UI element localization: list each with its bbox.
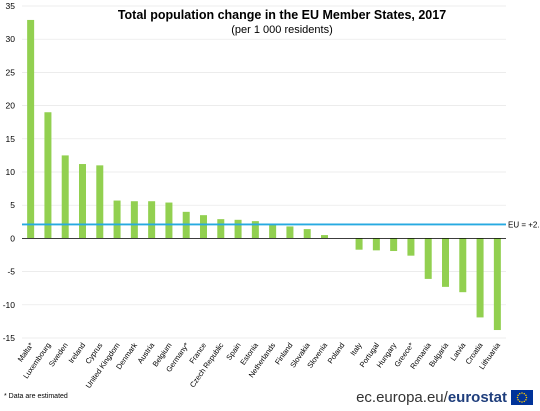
bar (321, 235, 328, 239)
chart-title: Total population change in the EU Member… (118, 8, 446, 22)
eu-flag-icon (511, 390, 533, 405)
bar (96, 165, 104, 239)
brand-text: ec.europa.eu/eurostat (356, 389, 507, 406)
bar (113, 200, 121, 239)
flag-star (525, 399, 527, 401)
y-tick-label: -15 (3, 333, 16, 343)
y-tick-label: 35 (6, 1, 16, 11)
bar (424, 238, 432, 279)
bar (459, 238, 467, 293)
y-tick-label: 25 (6, 67, 16, 77)
bar (148, 201, 156, 239)
flag-star (525, 394, 527, 396)
y-tick-label: 30 (6, 34, 16, 44)
brand-name: eurostat (448, 389, 507, 406)
bar (165, 202, 173, 239)
y-tick-label: 10 (6, 167, 16, 177)
flag-star (519, 392, 521, 395)
y-axis: 35 30 25 20 15 10 5 0 -5 -10 -15 (3, 1, 16, 343)
bar (442, 238, 449, 287)
bar (407, 238, 415, 256)
bar (61, 155, 69, 239)
y-tick-label: -10 (3, 300, 16, 310)
bar (355, 238, 363, 250)
y-tick-label: 20 (6, 101, 16, 111)
flag-star (516, 396, 519, 399)
bars (27, 19, 501, 331)
flag-star (517, 399, 519, 401)
flag-star (523, 400, 525, 403)
bar (44, 112, 52, 239)
flag-star (519, 400, 521, 403)
bar (217, 219, 225, 239)
y-tick-label: 0 (10, 233, 15, 243)
flag-star (523, 392, 525, 395)
flag-star (521, 392, 523, 394)
bar (390, 238, 398, 252)
y-tick-label: 15 (6, 134, 16, 144)
bar (200, 215, 207, 239)
chart-subtitle: (per 1 000 residents) (231, 24, 333, 36)
bar (27, 19, 35, 239)
flag-star (525, 396, 528, 399)
y-tick-label: 5 (10, 200, 15, 210)
brand-site: ec.europa.eu/ (356, 389, 449, 406)
bar (372, 238, 380, 251)
flag-star (521, 401, 523, 403)
bar (303, 229, 311, 239)
flag-star (517, 394, 519, 396)
bar (79, 164, 86, 239)
bar (269, 223, 277, 239)
eu-reference-label: EU = +2.1 (508, 220, 540, 229)
bar (286, 226, 294, 239)
bar (234, 219, 242, 239)
bar (493, 238, 501, 331)
bar (476, 238, 484, 318)
eurostat-brand: ec.europa.eu/eurostat (356, 389, 533, 406)
bar (130, 201, 138, 239)
y-tick-label: -5 (7, 267, 15, 277)
footnote: * Data are estimated (4, 393, 68, 400)
bar (251, 221, 259, 239)
